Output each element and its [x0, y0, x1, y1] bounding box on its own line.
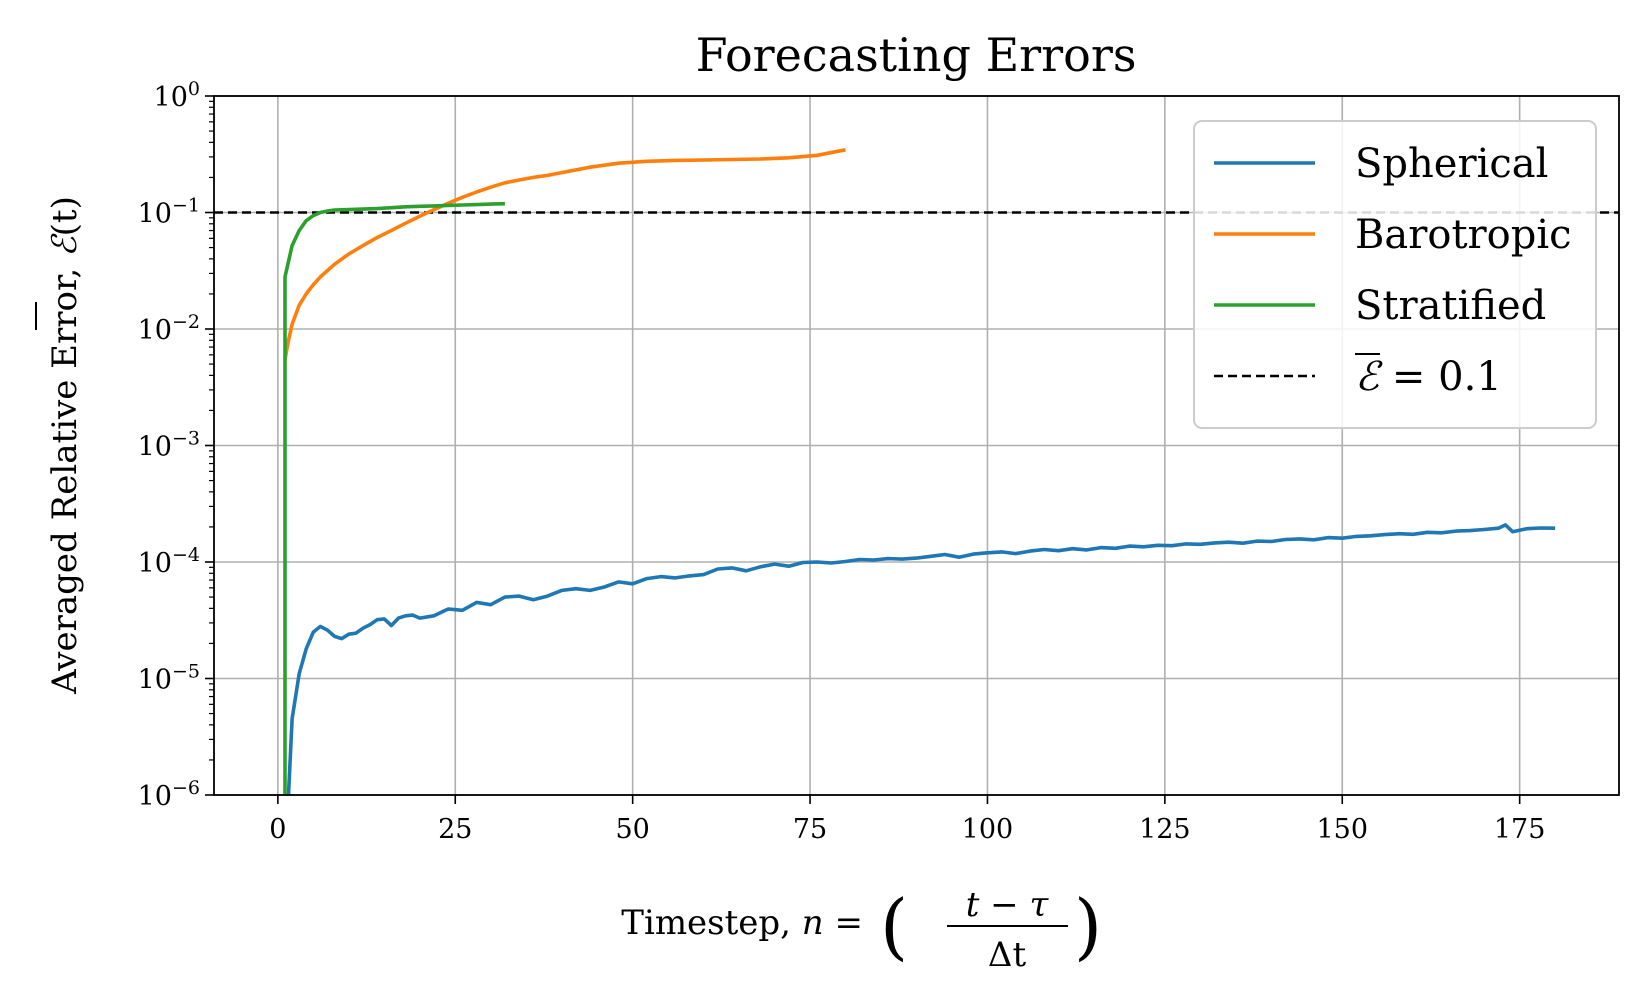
- y-tick-label: 10−3: [138, 428, 200, 463]
- series-lines: [283, 148, 1556, 796]
- y-tick-label: 10−1: [138, 195, 200, 230]
- legend-label-spherical: Spherical: [1355, 141, 1548, 187]
- legend-label-barotropic: Barotropic: [1355, 212, 1572, 258]
- x-tick-label: 175: [1494, 814, 1546, 845]
- x-tick-label: 150: [1316, 814, 1368, 845]
- y-axis-label-symbol: ℰ: [45, 233, 85, 257]
- legend-frame: [1193, 120, 1597, 429]
- y-tick-label: 100: [154, 78, 200, 113]
- x-tick-label: 100: [962, 814, 1014, 845]
- series-line-barotropic: [283, 148, 846, 360]
- y-tick-label: 10−5: [138, 661, 200, 696]
- series-line-stratified: [283, 201, 505, 795]
- x-tick-label: 75: [793, 814, 827, 845]
- legend: Spherical Barotropic Stratified ℰ = 0.1: [1193, 120, 1597, 429]
- legend-label-reference: ℰ = 0.1: [1355, 354, 1502, 400]
- x-tick-label: 25: [438, 814, 472, 845]
- y-axis-label: Averaged Relative Error, ℰ(t): [45, 196, 85, 695]
- x-axis-label-numerator: t − τ: [966, 885, 1050, 925]
- x-axis-label-close-paren: ): [1074, 884, 1102, 968]
- series-line-spherical: [286, 523, 1556, 796]
- y-tick-label: 10−6: [138, 777, 200, 812]
- y-tick-label: 10−2: [138, 311, 200, 346]
- y-axis-ticks: 10−6 10−5 10−4 10−3 10−2 10−1 100: [138, 78, 214, 812]
- x-axis-label-denominator: Δt: [988, 935, 1027, 975]
- x-tick-label: 50: [615, 814, 649, 845]
- x-axis-ticks: 0 25 50 75 100 125 150 175: [269, 795, 1545, 845]
- y-tick-label: 10−4: [138, 544, 200, 579]
- x-axis-label-open-paren: (: [880, 884, 908, 968]
- x-tick-label: 125: [1139, 814, 1191, 845]
- legend-label-stratified: Stratified: [1355, 283, 1546, 329]
- x-tick-label: 0: [269, 814, 286, 845]
- chart-title: Forecasting Errors: [696, 28, 1137, 82]
- x-axis-label: Timestep, n = ( t − τ Δt ): [621, 884, 1102, 975]
- x-axis-label-prefix: Timestep, n =: [621, 903, 863, 943]
